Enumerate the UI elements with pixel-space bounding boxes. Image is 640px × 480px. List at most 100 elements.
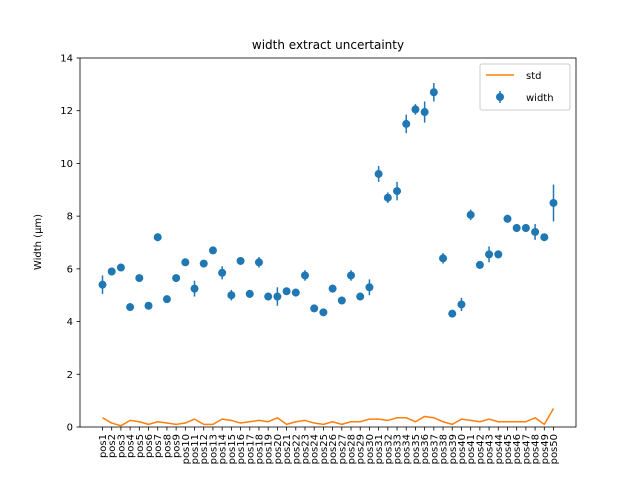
width-point xyxy=(172,274,181,283)
width-point xyxy=(439,254,448,263)
x-tick-label: pos46 xyxy=(512,434,523,464)
width-point xyxy=(162,295,171,304)
width-point xyxy=(245,289,254,298)
x-tick-label: pos11 xyxy=(190,434,201,464)
x-tick-label: pos20 xyxy=(273,434,284,464)
width-point xyxy=(300,271,309,280)
std-line xyxy=(102,408,555,427)
x-tick-label: pos8 xyxy=(162,434,173,458)
x-tick-label: pos32 xyxy=(383,434,394,464)
x-tick-label: pos9 xyxy=(172,434,183,458)
width-point xyxy=(144,301,153,310)
width-point xyxy=(503,214,512,223)
legend-std-label: std xyxy=(526,71,541,82)
x-tick-label: pos18 xyxy=(254,434,265,464)
x-tick-label: pos21 xyxy=(282,434,293,464)
width-point xyxy=(107,267,116,276)
width-point xyxy=(282,287,291,296)
x-tick-label: pos33 xyxy=(393,434,404,464)
width-point xyxy=(273,292,282,301)
width-point xyxy=(411,105,420,114)
x-tick-label: pos39 xyxy=(448,434,459,464)
width-point xyxy=(485,250,494,259)
x-tick-label: pos17 xyxy=(245,434,256,464)
x-tick-label: pos1 xyxy=(98,434,109,458)
axes-frame xyxy=(79,57,577,428)
width-point xyxy=(126,303,135,312)
x-tick-label: pos31 xyxy=(374,434,385,464)
x-tick-label: pos40 xyxy=(457,434,468,464)
x-tick-label: pos4 xyxy=(126,434,137,458)
width-point xyxy=(512,224,521,233)
width-point xyxy=(236,256,245,265)
width-point xyxy=(356,292,365,301)
width-point xyxy=(116,263,125,272)
width-point xyxy=(310,304,319,313)
width-point xyxy=(365,283,374,292)
legend: std width xyxy=(479,63,571,111)
legend-frame xyxy=(479,63,571,111)
width-point xyxy=(374,169,383,178)
y-tick-label: 4 xyxy=(67,317,73,328)
x-tick-label: pos49 xyxy=(540,434,551,464)
x-tick-label: pos36 xyxy=(420,434,431,464)
width-point xyxy=(254,258,263,267)
y-tick-label: 14 xyxy=(60,54,73,65)
width-point xyxy=(319,308,328,317)
width-point xyxy=(531,227,540,236)
x-tick-label: pos41 xyxy=(466,434,477,464)
width-point xyxy=(457,300,466,309)
x-tick-label: pos38 xyxy=(439,434,450,464)
width-point xyxy=(264,292,273,301)
x-tick-label: pos7 xyxy=(153,434,164,458)
x-tick-label: pos30 xyxy=(365,434,376,464)
width-point xyxy=(521,224,530,233)
x-tick-label: pos19 xyxy=(264,434,275,464)
width-point xyxy=(227,291,236,300)
x-tick-label: pos45 xyxy=(503,434,514,464)
x-tick-label: pos43 xyxy=(485,434,496,464)
x-tick-label: pos35 xyxy=(411,434,422,464)
x-tick-label: pos3 xyxy=(116,434,127,458)
width-point xyxy=(347,271,356,280)
width-point xyxy=(448,309,457,318)
width-point xyxy=(181,258,190,267)
width-point xyxy=(328,284,337,293)
x-tick-label: pos50 xyxy=(549,434,560,464)
width-point xyxy=(475,260,484,269)
width-point xyxy=(337,296,346,305)
width-point xyxy=(540,233,549,242)
x-tick-label: pos10 xyxy=(181,434,192,464)
width-point xyxy=(383,193,392,202)
y-tick-label: 8 xyxy=(67,212,73,223)
y-tick-label: 10 xyxy=(60,159,73,170)
x-tick-label: pos34 xyxy=(402,434,413,464)
x-tick-label: pos6 xyxy=(144,434,155,458)
y-tick-label: 12 xyxy=(60,106,73,117)
width-point xyxy=(420,108,429,117)
x-tick-label: pos16 xyxy=(236,434,247,464)
width-point xyxy=(135,274,144,283)
x-tick-label: pos2 xyxy=(107,434,118,458)
legend-width-marker xyxy=(496,93,504,101)
x-tick-label: pos47 xyxy=(521,434,532,464)
x-tick-label: pos5 xyxy=(135,434,146,458)
y-tick-label: 2 xyxy=(67,370,73,381)
x-tick-label: pos48 xyxy=(531,434,542,464)
y-axis-label: Width (μm) xyxy=(33,214,44,270)
x-tick-label: pos15 xyxy=(227,434,238,464)
x-tick-label: pos22 xyxy=(291,434,302,464)
width-point xyxy=(153,233,162,242)
width-point xyxy=(429,88,438,97)
x-tick-label: pos29 xyxy=(356,434,367,464)
chart-title: width extract uncertainty xyxy=(252,38,404,52)
x-tick-label: pos37 xyxy=(429,434,440,464)
x-tick-label: pos14 xyxy=(218,434,229,464)
legend-width-label: width xyxy=(526,93,554,104)
y-tick-label: 0 xyxy=(67,423,73,434)
width-point xyxy=(393,187,402,196)
width-point xyxy=(402,119,411,128)
x-tick-label: pos44 xyxy=(494,434,505,464)
x-tick-label: pos27 xyxy=(337,434,348,464)
x-tick-label: pos26 xyxy=(328,434,339,464)
